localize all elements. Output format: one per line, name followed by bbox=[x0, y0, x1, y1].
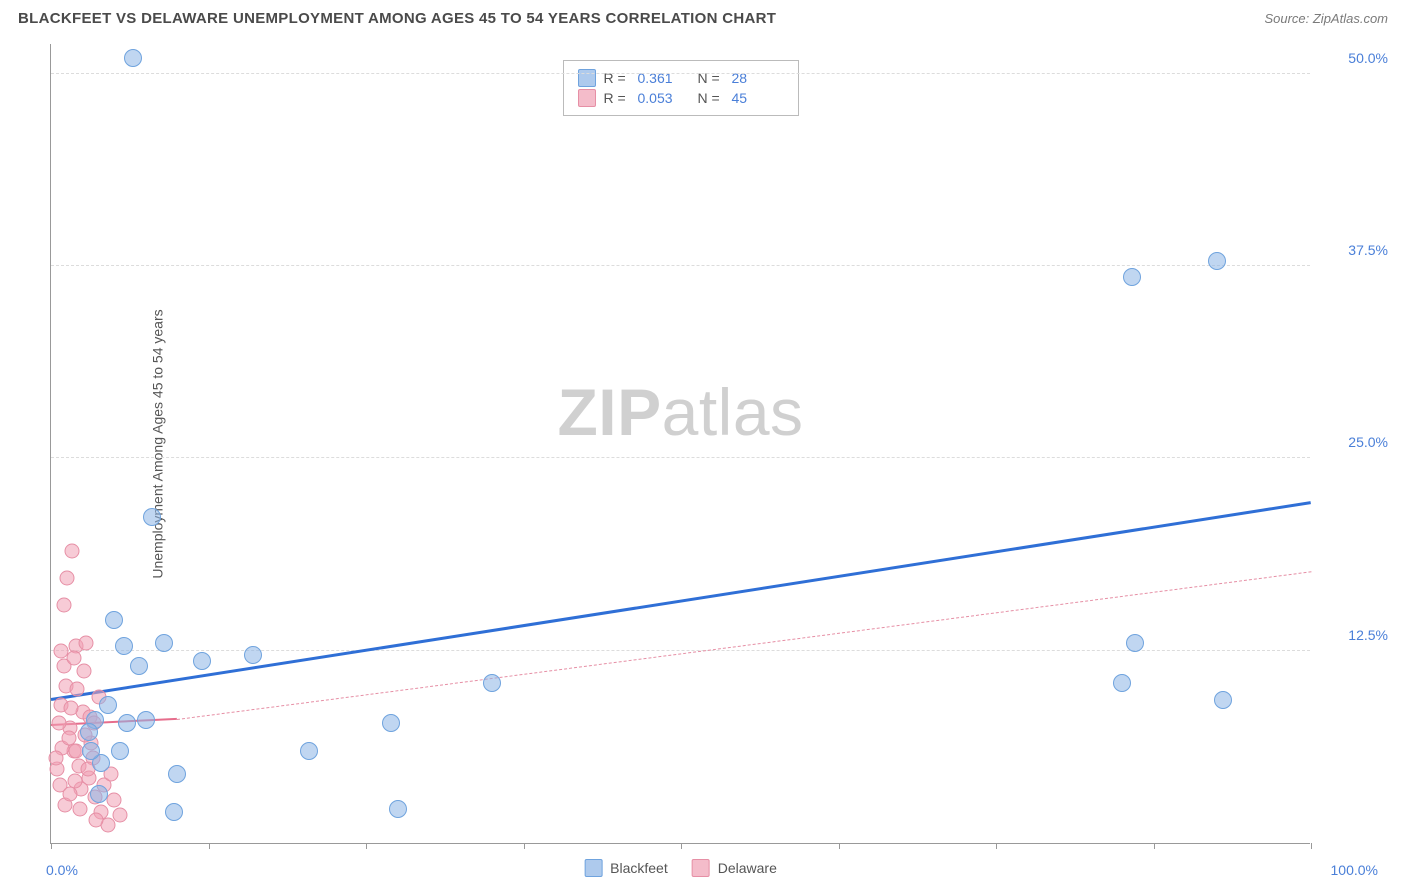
data-point bbox=[82, 742, 100, 760]
data-point bbox=[1208, 252, 1226, 270]
legend-item-delaware: Delaware bbox=[692, 859, 777, 877]
data-point bbox=[107, 792, 122, 807]
x-tick bbox=[209, 843, 210, 849]
data-point bbox=[72, 802, 87, 817]
data-point bbox=[155, 634, 173, 652]
data-point bbox=[1126, 634, 1144, 652]
swatch-pink-icon bbox=[578, 89, 596, 107]
data-point bbox=[90, 785, 108, 803]
legend-item-blackfeet: Blackfeet bbox=[584, 859, 668, 877]
chart-source: Source: ZipAtlas.com bbox=[1264, 11, 1388, 26]
data-point bbox=[51, 716, 66, 731]
data-point bbox=[111, 742, 129, 760]
x-tick bbox=[524, 843, 525, 849]
swatch-pink-icon bbox=[692, 859, 710, 877]
r-label: R = bbox=[604, 90, 630, 106]
data-point bbox=[54, 643, 69, 658]
chart-header: BLACKFEET VS DELAWARE UNEMPLOYMENT AMONG… bbox=[0, 0, 1406, 35]
plot-region: Unemployment Among Ages 45 to 54 years Z… bbox=[50, 44, 1310, 844]
data-point bbox=[1123, 268, 1141, 286]
x-tick bbox=[839, 843, 840, 849]
data-point bbox=[168, 765, 186, 783]
data-point bbox=[60, 571, 75, 586]
data-point bbox=[115, 637, 133, 655]
data-point bbox=[62, 786, 77, 801]
data-point bbox=[99, 696, 117, 714]
r-value-delaware: 0.053 bbox=[638, 90, 690, 106]
n-value-delaware: 45 bbox=[732, 90, 784, 106]
y-tick-label: 50.0% bbox=[1348, 50, 1388, 66]
data-point bbox=[382, 714, 400, 732]
y-tick-label: 25.0% bbox=[1348, 434, 1388, 450]
data-point bbox=[130, 657, 148, 675]
legend-label-delaware: Delaware bbox=[718, 860, 777, 876]
chart-area: Unemployment Among Ages 45 to 54 years Z… bbox=[50, 44, 1310, 844]
data-point bbox=[113, 808, 128, 823]
y-tick-label: 37.5% bbox=[1348, 242, 1388, 258]
watermark: ZIPatlas bbox=[557, 374, 803, 450]
data-point bbox=[105, 611, 123, 629]
y-tick-label: 12.5% bbox=[1348, 627, 1388, 643]
data-point bbox=[244, 646, 262, 664]
x-tick bbox=[681, 843, 682, 849]
data-point bbox=[65, 543, 80, 558]
chart-title: BLACKFEET VS DELAWARE UNEMPLOYMENT AMONG… bbox=[18, 10, 776, 27]
data-point bbox=[165, 803, 183, 821]
x-tick bbox=[51, 843, 52, 849]
swatch-blue-icon bbox=[578, 69, 596, 87]
data-point bbox=[89, 812, 104, 827]
legend-row-delaware: R = 0.053 N = 45 bbox=[578, 89, 784, 107]
n-label: N = bbox=[698, 90, 724, 106]
data-point bbox=[66, 651, 81, 666]
data-point bbox=[76, 663, 91, 678]
data-point bbox=[56, 597, 71, 612]
x-tick bbox=[996, 843, 997, 849]
legend-label-blackfeet: Blackfeet bbox=[610, 860, 668, 876]
x-tick bbox=[1154, 843, 1155, 849]
data-point bbox=[143, 508, 161, 526]
data-point bbox=[49, 751, 64, 766]
data-point bbox=[300, 742, 318, 760]
gridline bbox=[51, 457, 1310, 458]
data-point bbox=[1214, 691, 1232, 709]
data-point bbox=[137, 711, 155, 729]
gridline bbox=[51, 73, 1310, 74]
x-tick-max: 100.0% bbox=[1331, 862, 1378, 878]
x-tick bbox=[366, 843, 367, 849]
data-point bbox=[389, 800, 407, 818]
data-point bbox=[193, 652, 211, 670]
y-axis-label: Unemployment Among Ages 45 to 54 years bbox=[150, 309, 166, 578]
data-point bbox=[79, 636, 94, 651]
data-point bbox=[70, 682, 85, 697]
legend-row-blackfeet: R = 0.361 N = 28 bbox=[578, 69, 784, 87]
data-point bbox=[80, 723, 98, 741]
data-point bbox=[118, 714, 136, 732]
data-point bbox=[124, 49, 142, 67]
x-tick-min: 0.0% bbox=[46, 862, 78, 878]
x-tick bbox=[1311, 843, 1312, 849]
data-point bbox=[483, 674, 501, 692]
series-legend: Blackfeet Delaware bbox=[584, 859, 777, 877]
swatch-blue-icon bbox=[584, 859, 602, 877]
gridline bbox=[51, 650, 1310, 651]
gridline bbox=[51, 265, 1310, 266]
data-point bbox=[1113, 674, 1131, 692]
data-point bbox=[64, 700, 79, 715]
trend-line bbox=[51, 502, 1311, 702]
correlation-legend: R = 0.361 N = 28 R = 0.053 N = 45 bbox=[563, 60, 799, 116]
